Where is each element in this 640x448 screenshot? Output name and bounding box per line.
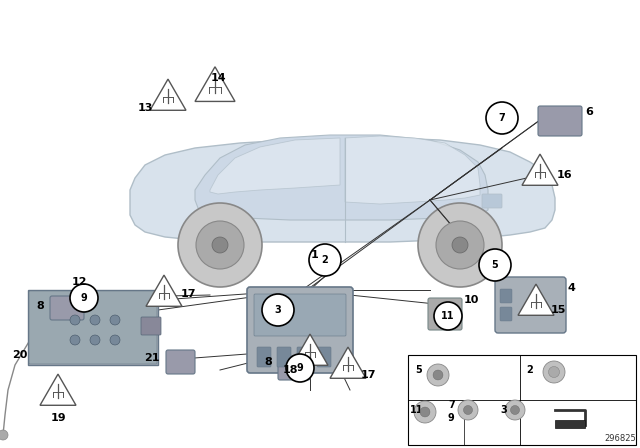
Circle shape [414, 401, 436, 423]
Circle shape [420, 407, 430, 417]
Polygon shape [522, 154, 558, 185]
FancyBboxPatch shape [166, 350, 195, 374]
Circle shape [463, 405, 472, 414]
Text: 20: 20 [12, 350, 28, 360]
Text: 4: 4 [567, 283, 575, 293]
FancyBboxPatch shape [482, 194, 502, 208]
Text: 6: 6 [585, 107, 593, 117]
Text: 17: 17 [360, 370, 376, 380]
Circle shape [0, 430, 8, 440]
Circle shape [178, 203, 262, 287]
Polygon shape [150, 79, 186, 110]
Polygon shape [130, 138, 555, 242]
Circle shape [196, 221, 244, 269]
Circle shape [70, 284, 98, 312]
Text: 2: 2 [322, 255, 328, 265]
Circle shape [70, 335, 80, 345]
Text: 296825: 296825 [604, 434, 636, 443]
Polygon shape [28, 290, 158, 365]
Circle shape [452, 237, 468, 253]
FancyBboxPatch shape [317, 347, 331, 367]
Circle shape [286, 354, 314, 382]
Text: 19: 19 [50, 413, 66, 423]
Polygon shape [518, 284, 554, 315]
FancyBboxPatch shape [297, 347, 311, 367]
Text: 11: 11 [410, 405, 424, 415]
Text: 21: 21 [145, 353, 160, 363]
Circle shape [548, 366, 559, 378]
Circle shape [458, 400, 478, 420]
FancyBboxPatch shape [254, 294, 346, 336]
Text: 18: 18 [282, 365, 298, 375]
Text: 2: 2 [526, 365, 532, 375]
Circle shape [436, 221, 484, 269]
Circle shape [511, 405, 520, 414]
Text: 3: 3 [500, 405, 507, 415]
Polygon shape [330, 347, 366, 378]
Polygon shape [146, 275, 182, 306]
Text: 7: 7 [448, 400, 455, 410]
Polygon shape [40, 374, 76, 405]
Circle shape [505, 400, 525, 420]
Text: 13: 13 [138, 103, 153, 113]
Text: 14: 14 [210, 73, 226, 83]
Circle shape [418, 203, 502, 287]
Text: 17: 17 [180, 289, 196, 299]
Text: 10: 10 [464, 295, 479, 305]
Circle shape [427, 364, 449, 386]
Text: 9: 9 [448, 413, 455, 423]
Text: 3: 3 [275, 305, 282, 315]
Polygon shape [195, 135, 488, 220]
Circle shape [212, 237, 228, 253]
FancyBboxPatch shape [500, 289, 512, 303]
FancyBboxPatch shape [428, 298, 462, 330]
FancyBboxPatch shape [277, 347, 291, 367]
Text: 7: 7 [499, 113, 506, 123]
Circle shape [433, 370, 443, 380]
FancyBboxPatch shape [538, 106, 582, 136]
Text: 8: 8 [264, 357, 272, 367]
Circle shape [434, 302, 462, 330]
Circle shape [90, 335, 100, 345]
Text: 9: 9 [81, 293, 88, 303]
FancyBboxPatch shape [247, 287, 353, 373]
FancyBboxPatch shape [29, 291, 157, 364]
Circle shape [486, 102, 518, 134]
Bar [555, 420, 585, 428]
Circle shape [309, 244, 341, 276]
Circle shape [110, 315, 120, 325]
Text: 5: 5 [492, 260, 499, 270]
Text: 9: 9 [296, 363, 303, 373]
Text: 1: 1 [310, 250, 318, 260]
Text: 8: 8 [36, 301, 44, 311]
Polygon shape [345, 136, 480, 204]
Circle shape [70, 315, 80, 325]
Polygon shape [210, 138, 340, 194]
FancyBboxPatch shape [495, 277, 566, 333]
Circle shape [90, 315, 100, 325]
Text: 16: 16 [556, 170, 572, 180]
Bar [408, 355, 636, 445]
Circle shape [262, 294, 294, 326]
Circle shape [110, 335, 120, 345]
Text: 11: 11 [441, 311, 455, 321]
Circle shape [543, 361, 565, 383]
FancyBboxPatch shape [500, 307, 512, 321]
Text: 5: 5 [415, 365, 422, 375]
Text: 15: 15 [550, 305, 566, 315]
Circle shape [479, 249, 511, 281]
FancyBboxPatch shape [141, 317, 161, 335]
FancyBboxPatch shape [257, 347, 271, 367]
FancyBboxPatch shape [50, 296, 84, 320]
FancyBboxPatch shape [278, 356, 310, 380]
Text: 12: 12 [72, 277, 88, 287]
Polygon shape [292, 334, 328, 365]
Polygon shape [195, 67, 235, 101]
